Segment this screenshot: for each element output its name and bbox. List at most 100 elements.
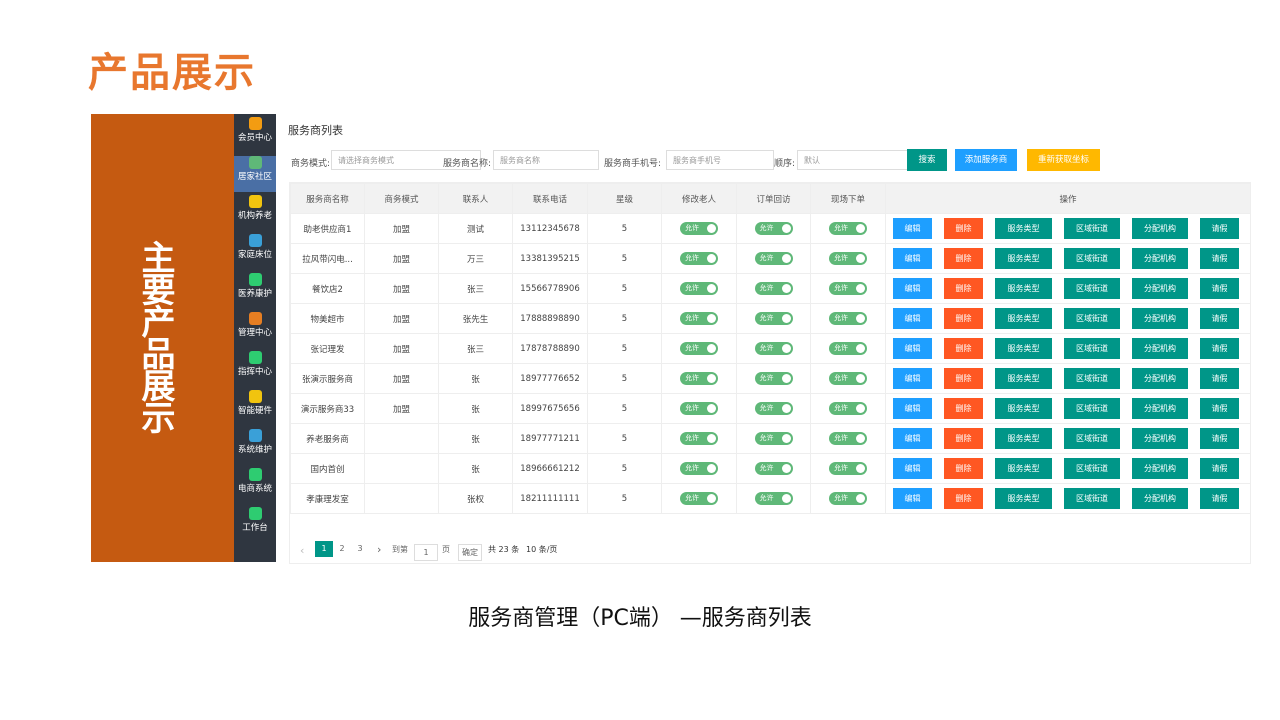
action-button[interactable]: 区域街道 xyxy=(1064,338,1120,359)
toggle[interactable]: 允许 xyxy=(829,462,867,475)
toggle[interactable]: 允许 xyxy=(754,402,793,415)
action-button[interactable]: 服务类型 xyxy=(995,308,1052,329)
action-button[interactable]: 分配机构 xyxy=(1132,248,1188,269)
action-button[interactable]: 服务类型 xyxy=(995,488,1052,509)
action-button[interactable]: 区域街道 xyxy=(1064,308,1120,329)
action-button[interactable]: 区域街道 xyxy=(1064,218,1120,239)
action-button[interactable]: 编辑 xyxy=(893,458,932,479)
action-button[interactable]: 服务类型 xyxy=(995,338,1052,359)
action-button[interactable]: 区域街道 xyxy=(1064,398,1120,419)
action-button[interactable]: 请假 xyxy=(1200,458,1239,479)
sidebar-item[interactable]: 电商系统 xyxy=(234,468,276,504)
action-button[interactable]: 删除 xyxy=(944,458,983,479)
filter-input[interactable]: 服务商名称 xyxy=(493,150,599,170)
action-button[interactable]: 编辑 xyxy=(893,488,932,509)
toggle[interactable]: 允许 xyxy=(680,222,718,235)
toggle[interactable]: 允许 xyxy=(754,462,793,475)
action-button[interactable]: 分配机构 xyxy=(1132,218,1188,239)
action-button[interactable]: 编辑 xyxy=(893,308,932,329)
action-button[interactable]: 请假 xyxy=(1200,308,1239,329)
toggle[interactable]: 允许 xyxy=(829,372,867,385)
pager-page-size[interactable]: 10 条/页 xyxy=(526,545,558,554)
action-button[interactable]: 编辑 xyxy=(893,278,932,299)
toggle[interactable]: 允许 xyxy=(754,312,793,325)
toggle[interactable]: 允许 xyxy=(754,282,793,295)
sidebar-item[interactable]: 机构养老 xyxy=(234,195,276,231)
action-button[interactable]: 编辑 xyxy=(893,398,932,419)
action-button[interactable]: 编辑 xyxy=(893,338,932,359)
action-button[interactable]: 服务类型 xyxy=(995,428,1052,449)
action-button[interactable]: 服务类型 xyxy=(995,278,1052,299)
action-button[interactable]: 编辑 xyxy=(893,218,932,239)
sidebar-item[interactable]: 家庭床位 xyxy=(234,234,276,270)
toggle[interactable]: 允许 xyxy=(829,282,867,295)
action-button[interactable]: 删除 xyxy=(944,218,983,239)
action-button[interactable]: 请假 xyxy=(1200,338,1239,359)
action-button[interactable]: 删除 xyxy=(944,278,983,299)
page-button[interactable]: 1 xyxy=(315,541,333,557)
action-button[interactable]: 分配机构 xyxy=(1132,488,1188,509)
action-button[interactable]: 删除 xyxy=(944,338,983,359)
toggle[interactable]: 允许 xyxy=(680,342,718,355)
action-button[interactable]: 分配机构 xyxy=(1132,368,1188,389)
sidebar-item[interactable]: 会员中心 xyxy=(234,117,276,153)
action-button[interactable]: 服务类型 xyxy=(995,398,1052,419)
action-button[interactable]: 服务类型 xyxy=(995,368,1052,389)
sidebar-item[interactable]: 指挥中心 xyxy=(234,351,276,387)
action-button[interactable]: 请假 xyxy=(1200,368,1239,389)
action-button[interactable]: 分配机构 xyxy=(1132,308,1188,329)
action-button[interactable]: 分配机构 xyxy=(1132,428,1188,449)
action-button[interactable]: 服务类型 xyxy=(995,248,1052,269)
action-button[interactable]: 请假 xyxy=(1200,488,1239,509)
toggle[interactable]: 允许 xyxy=(754,342,793,355)
action-button[interactable]: 编辑 xyxy=(893,428,932,449)
toggle[interactable]: 允许 xyxy=(829,312,867,325)
action-button[interactable]: 编辑 xyxy=(893,368,932,389)
action-button[interactable]: 区域街道 xyxy=(1064,488,1120,509)
sidebar-item[interactable]: 智能硬件 xyxy=(234,390,276,426)
action-button[interactable]: 请假 xyxy=(1200,218,1239,239)
action-button[interactable]: 服务类型 xyxy=(995,218,1052,239)
action-button[interactable]: 请假 xyxy=(1200,248,1239,269)
next-arrow[interactable]: › xyxy=(377,543,382,556)
toggle[interactable]: 允许 xyxy=(680,312,718,325)
filter-input[interactable]: 服务商手机号 xyxy=(666,150,774,170)
action-button[interactable]: 删除 xyxy=(944,248,983,269)
action-button[interactable]: 请假 xyxy=(1200,398,1239,419)
action-button[interactable]: 分配机构 xyxy=(1132,278,1188,299)
sidebar-item[interactable]: 医养康护 xyxy=(234,273,276,309)
action-button[interactable]: 删除 xyxy=(944,488,983,509)
pager-goto-value[interactable]: 1 xyxy=(414,544,438,561)
toggle[interactable]: 允许 xyxy=(754,252,793,265)
action-button[interactable]: 区域街道 xyxy=(1064,428,1120,449)
toggle[interactable]: 允许 xyxy=(829,402,867,415)
action-button[interactable]: 区域街道 xyxy=(1064,248,1120,269)
action-button[interactable]: 请假 xyxy=(1200,278,1239,299)
toggle[interactable]: 允许 xyxy=(680,432,718,445)
action-button[interactable]: 删除 xyxy=(944,428,983,449)
action-button[interactable]: 分配机构 xyxy=(1132,458,1188,479)
filter-input[interactable]: 请选择商务模式 xyxy=(331,150,481,170)
prev-arrow[interactable]: ‹ xyxy=(300,544,305,557)
action-button[interactable]: 请假 xyxy=(1200,428,1239,449)
action-button[interactable]: 删除 xyxy=(944,308,983,329)
toggle[interactable]: 允许 xyxy=(829,222,867,235)
toggle[interactable]: 允许 xyxy=(829,432,867,445)
action-button[interactable]: 服务类型 xyxy=(995,458,1052,479)
action-button[interactable]: 分配机构 xyxy=(1132,338,1188,359)
sidebar-item[interactable]: 居家社区 xyxy=(234,156,276,192)
toggle[interactable]: 允许 xyxy=(754,372,793,385)
toggle[interactable]: 允许 xyxy=(754,222,793,235)
action-button[interactable]: 删除 xyxy=(944,398,983,419)
button[interactable]: 重新获取坐标 xyxy=(1027,149,1100,171)
toggle[interactable]: 允许 xyxy=(829,252,867,265)
action-button[interactable]: 区域街道 xyxy=(1064,368,1120,389)
toggle[interactable]: 允许 xyxy=(680,402,718,415)
toggle[interactable]: 允许 xyxy=(829,492,867,505)
toggle[interactable]: 允许 xyxy=(754,492,793,505)
page-button[interactable]: 3 xyxy=(357,544,363,553)
action-button[interactable]: 删除 xyxy=(944,368,983,389)
filter-input[interactable]: 默认 xyxy=(797,150,924,170)
button[interactable]: 添加服务商 xyxy=(955,149,1017,171)
action-button[interactable]: 分配机构 xyxy=(1132,398,1188,419)
